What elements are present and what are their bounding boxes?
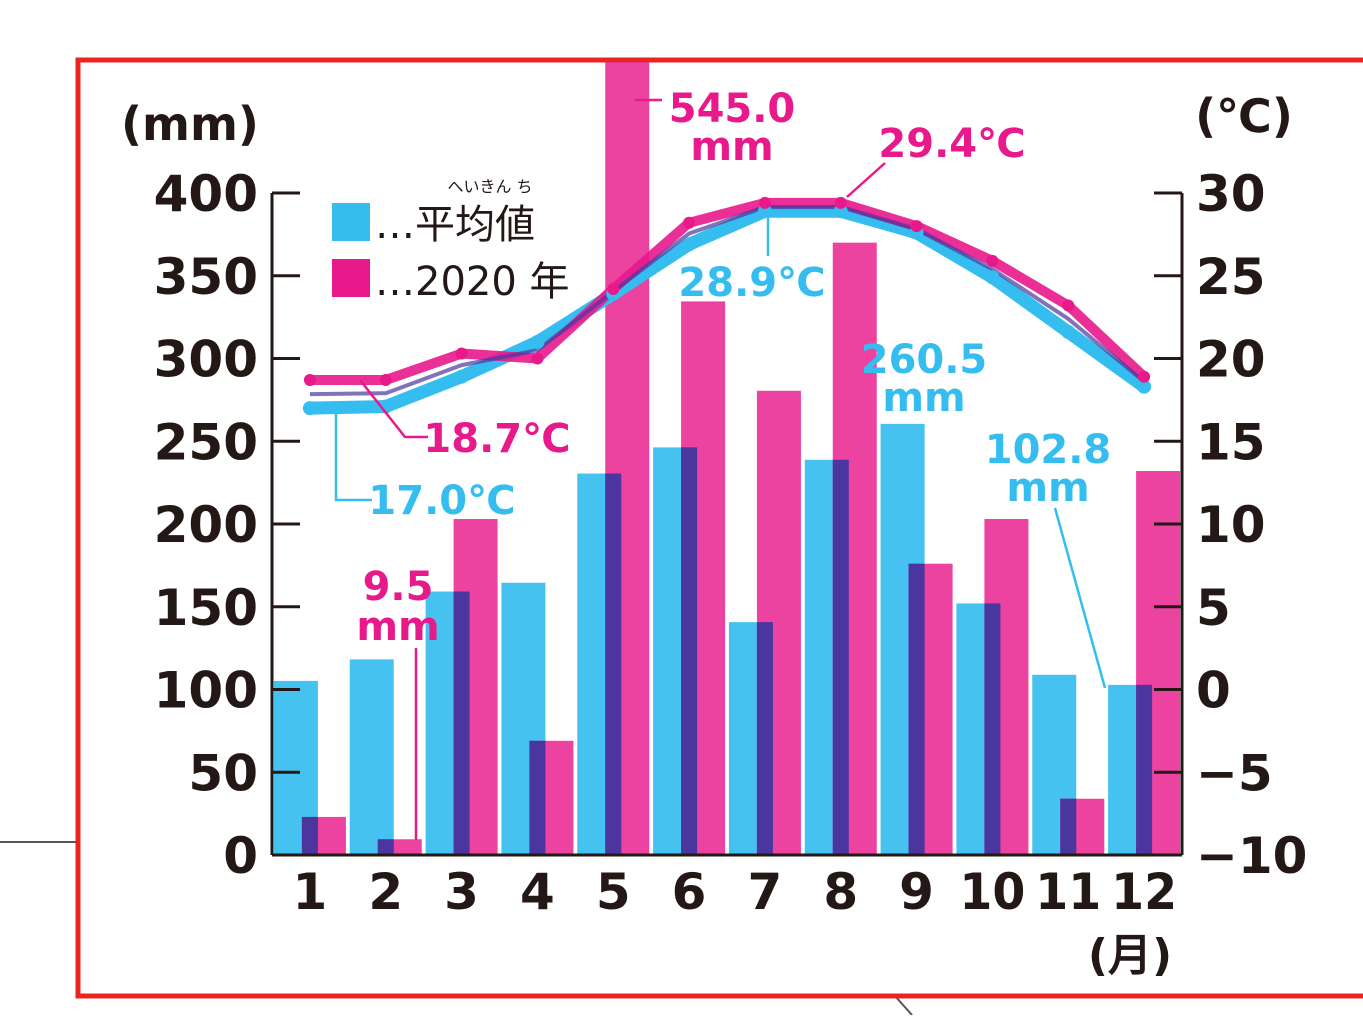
point-avg-temperature-month-1 [302, 401, 317, 416]
x-tick-label: 2 [368, 863, 403, 921]
point-2020-temperature-month-1 [303, 374, 316, 387]
legend: へいきん ち …平均値 …2020 年 [332, 177, 570, 305]
x-tick-label: 12 [1111, 863, 1177, 921]
right-tick-label: 20 [1196, 331, 1266, 389]
right-tick-label: 5 [1196, 579, 1231, 637]
point-2020-temperature-month-9 [910, 220, 923, 233]
legend-ruby: へいきん ち [447, 177, 532, 196]
x-tick-label: 5 [596, 863, 631, 921]
left-tick-label: 100 [154, 662, 258, 720]
left-tick-label: 400 [154, 165, 258, 223]
point-avg-temperature-month-10 [985, 270, 1000, 285]
right-tick-label: 0 [1196, 662, 1231, 720]
point-avg-temperature-month-3 [454, 369, 469, 384]
point-2020-temperature-month-3 [455, 347, 468, 360]
left-tick-label: 300 [154, 331, 258, 389]
bar-overlap-month-7 [756, 622, 773, 855]
point-2020-temperature-month-12 [1138, 370, 1151, 383]
right-tick-label: 15 [1196, 413, 1266, 471]
bar-overlap-month-3 [453, 591, 470, 855]
bar-overlap-month-11 [1060, 798, 1077, 855]
annotation-545-unit: mm [690, 124, 773, 170]
point-avg-temperature-month-12 [1137, 379, 1152, 394]
left-axis-unit: (mm) [121, 97, 259, 151]
bar-overlap-month-12 [1136, 684, 1153, 855]
annotation-260-5-unit: mm [882, 375, 965, 421]
point-2020-temperature-month-8 [834, 196, 847, 209]
annotation-9-5-value: 9.5 [363, 564, 434, 610]
axes-layer: 400350300250200150100500302520151050−5−1… [154, 165, 1308, 921]
right-tick-label: −5 [1196, 744, 1273, 802]
line-overlap-temperature [309, 205, 1146, 397]
point-2020-temperature-month-5 [607, 282, 620, 295]
x-tick-label: 7 [748, 863, 783, 921]
legend-label-avg: …平均値 [375, 202, 535, 248]
right-tick-label: 25 [1196, 248, 1266, 306]
point-2020-temperature-month-11 [1062, 299, 1075, 312]
annotation-545-value: 545.0 [669, 86, 796, 132]
left-tick-label: 250 [154, 413, 258, 471]
legend-label-2020: …2020 年 [375, 259, 570, 305]
x-tick-label: 10 [959, 863, 1025, 921]
right-tick-label: 10 [1196, 496, 1266, 554]
line-avg-temperature [303, 204, 1151, 415]
bars-layer [273, 62, 1181, 856]
bar-overlap-month-8 [832, 459, 849, 855]
temperature-lines-layer [302, 196, 1152, 416]
x-tick-label: 8 [823, 863, 858, 921]
annotation-102-8-value: 102.8 [985, 427, 1112, 473]
point-2020-temperature-month-10 [986, 254, 999, 267]
bar-overlap-month-2 [377, 839, 394, 855]
x-tick-label: 4 [520, 863, 555, 921]
bar-avg-month-2 [349, 659, 394, 855]
point-avg-temperature-month-11 [1061, 325, 1076, 340]
right-tick-label: −10 [1196, 827, 1307, 885]
annotation-leader-29-4 [846, 162, 886, 198]
annotation-260-5-value: 260.5 [861, 337, 988, 383]
left-tick-label: 50 [188, 744, 258, 802]
right-axis-unit: (℃) [1195, 89, 1293, 143]
annotations: 545.0 mm 29.4℃ 28.9℃ 260.5 mm 102.8 mm 1… [334, 86, 1112, 840]
left-tick-label: 200 [154, 496, 258, 554]
bar-overlap-month-10 [984, 603, 1001, 855]
bar-overlap-month-6 [681, 447, 698, 855]
left-tick-label: 350 [154, 248, 258, 306]
point-avg-temperature-month-6 [682, 237, 697, 252]
legend-swatch-2020 [332, 259, 370, 297]
bar-overlap-month-5 [605, 473, 622, 855]
point-2020-temperature-month-7 [758, 196, 771, 209]
line-2020-temperature [304, 197, 1150, 386]
point-2020-temperature-month-6 [683, 216, 696, 229]
point-avg-temperature-month-4 [530, 334, 545, 349]
x-tick-label: 11 [1035, 863, 1101, 921]
x-tick-label: 9 [899, 863, 934, 921]
point-2020-temperature-month-4 [531, 352, 544, 365]
annotation-17-0: 17.0℃ [368, 478, 515, 524]
x-tick-label: 3 [444, 863, 479, 921]
annotation-leader-102-8 [1053, 507, 1107, 689]
right-tick-label: 30 [1196, 165, 1266, 223]
left-tick-label: 0 [223, 827, 258, 885]
bar-overlap-month-4 [529, 740, 546, 855]
annotation-102-8-unit: mm [1006, 465, 1089, 511]
x-axis-unit: (月) [1088, 930, 1172, 981]
annotation-29-4: 29.4℃ [878, 121, 1025, 167]
annotation-leader-18-7 [359, 379, 428, 439]
bar-overlap-month-1 [301, 816, 318, 855]
point-2020-temperature-month-2 [379, 374, 392, 387]
annotation-18-7: 18.7℃ [423, 416, 570, 462]
annotation-28-9: 28.9℃ [678, 260, 825, 306]
annotation-leader-17-0 [334, 410, 372, 502]
x-tick-label: 1 [293, 863, 328, 921]
annotation-9-5-unit: mm [356, 604, 439, 650]
external-callout-line-bottom [894, 995, 913, 1016]
legend-swatch-avg [332, 203, 370, 241]
left-tick-label: 150 [154, 579, 258, 637]
bar-overlap-month-9 [908, 563, 925, 855]
x-tick-label: 6 [672, 863, 707, 921]
